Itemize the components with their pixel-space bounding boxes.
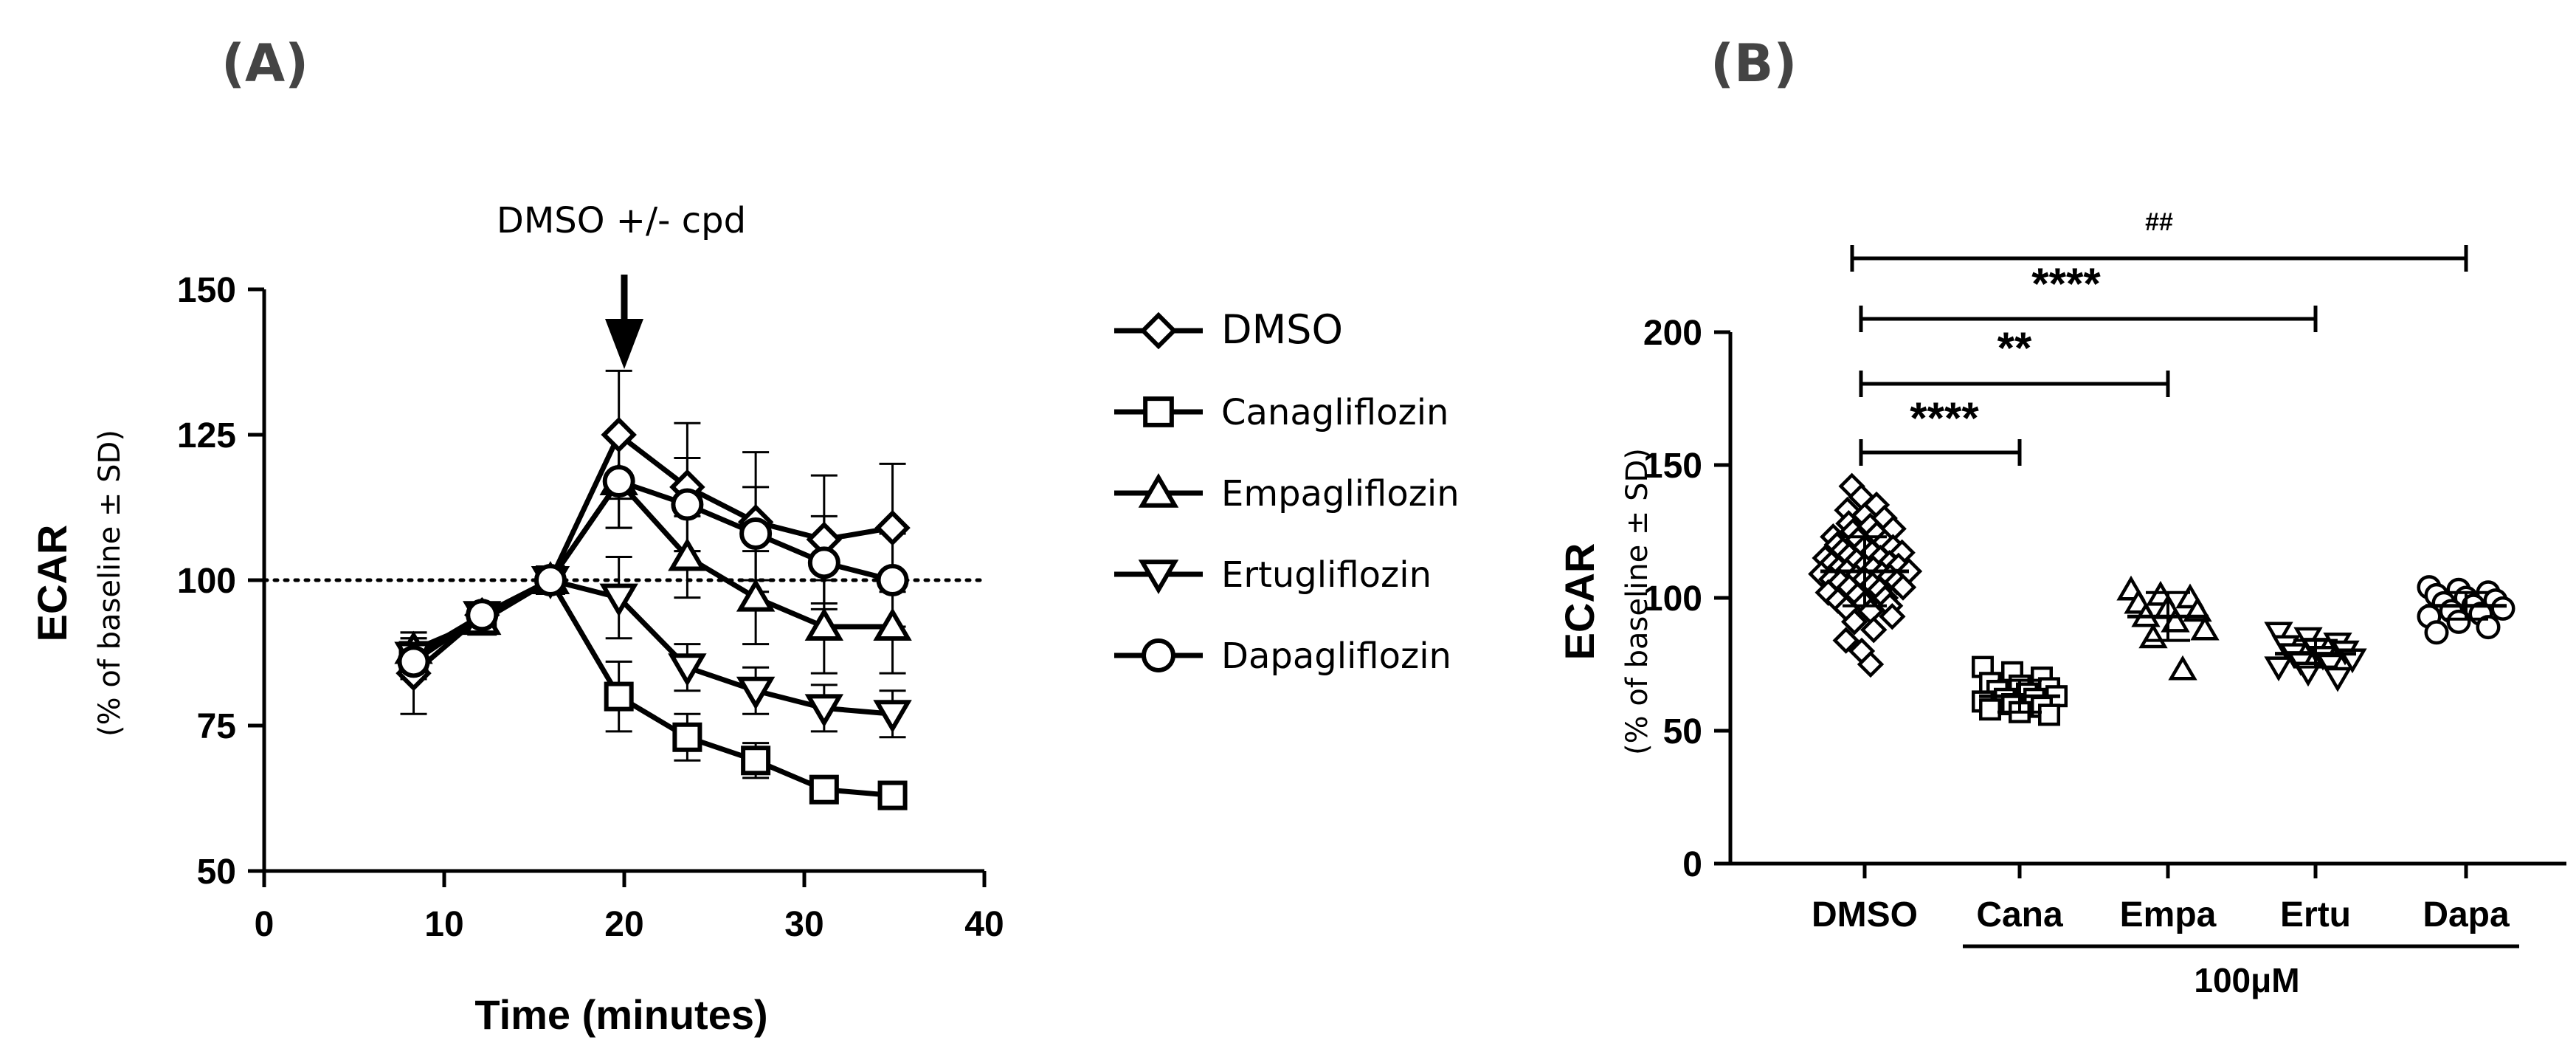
panel-a-data-point [736, 578, 776, 612]
panel-a-x-tick-label: 0 [255, 905, 274, 944]
panel-b-data-point [2264, 656, 2293, 682]
panel-a-data-point [599, 583, 638, 617]
panel-b-data-point [1889, 574, 1917, 601]
panel-a-annotation: DMSO +/- cpd [497, 200, 746, 241]
panel-a-data-point [672, 722, 702, 752]
legend-marker [1143, 396, 1174, 427]
panel-b-data-point [2190, 615, 2220, 641]
panel-a-data-point [739, 517, 773, 550]
panel-b-data-point [1979, 698, 2001, 721]
panel-b-significance-label: ** [1997, 323, 2032, 373]
panel-b-significance: ##********** [1850, 208, 2468, 466]
panel-a-axes: 0 10 20 30 40 50 75 100 125 150 [177, 271, 1004, 944]
legend-label: Dapagliflozin [1221, 636, 1451, 677]
panel-a-data-point [668, 653, 707, 687]
panel-b-y-tick-label: 0 [1682, 845, 1702, 884]
panel-a-data-point [601, 416, 637, 453]
panel-a-label: (A) [221, 33, 308, 94]
panel-a-data-point [466, 599, 499, 632]
panel-b-x-tick-label: Ertu [2280, 895, 2351, 934]
legend: DMSO Canagliflozin Empagliflozin Ertugliflo… [1114, 306, 1460, 677]
panel-a-data-point [873, 607, 912, 641]
panel-b-data-point [1860, 616, 1888, 644]
panel-b-y-tick-label: 200 [1643, 314, 1702, 353]
panel-a-data-point [533, 564, 567, 596]
panel-a-data-point [874, 509, 911, 546]
legend-label: Canagliflozin [1221, 392, 1448, 433]
panel-b-group-label: 100μM [2194, 961, 2299, 999]
panel-a-data-point [741, 746, 771, 776]
legend-marker [1138, 560, 1179, 594]
panel-a-data-point [804, 607, 844, 641]
panel-b-data-point [1879, 603, 1906, 630]
legend-marker [1139, 311, 1178, 350]
panel-a-data-point [807, 546, 840, 579]
panel-a-data-point [877, 780, 908, 810]
panel-b-y-tick-label: 100 [1643, 579, 1702, 619]
panel-a-data-point [602, 465, 635, 498]
panel-b-y-tick-label: 150 [1643, 447, 1702, 486]
panel-a-y-axis-subtitle: (% of baseline ± SD) [93, 430, 127, 737]
panel-a-data-point [873, 700, 912, 734]
panel-a-y-tick-label: 100 [177, 562, 236, 601]
panel-b-y-tick-label: 50 [1663, 712, 1702, 751]
panel-a-x-tick-label: 20 [604, 905, 643, 944]
panel-b-data-point [2446, 609, 2471, 634]
panel-a-data-point [668, 537, 707, 571]
panel-b-x-tick-label: Empa [2120, 895, 2217, 934]
panel-b-label: (B) [1710, 33, 1797, 94]
panel-b-data-point [1832, 627, 1860, 654]
panel-b-x-tick-label: Cana [1976, 895, 2063, 934]
panel-a-y-tick-label: 150 [177, 271, 236, 310]
panel-b-x-tick-label: DMSO [1812, 895, 1918, 934]
panel-a-data-point [736, 676, 776, 710]
panel-b-data-point [2138, 623, 2168, 649]
panel-a-plot-area [262, 275, 987, 810]
panel-b-data-point [2168, 655, 2197, 681]
panel-b-data-point [2323, 667, 2352, 692]
panel-b-data-point [2424, 620, 2449, 645]
legend-marker [1142, 638, 1175, 672]
panel-b-data-point [1840, 608, 1868, 636]
panel-a-y-tick-label: 75 [197, 707, 236, 746]
legend-label: DMSO [1221, 306, 1343, 353]
panel-a-arrow-head [605, 319, 643, 369]
panel-b-data-point [2490, 596, 2515, 621]
panel-a-data-point [671, 488, 704, 521]
panel-a-x-tick-label: 10 [424, 905, 463, 944]
panel-b-data-point [2161, 607, 2190, 633]
panel-a-x-tick-label: 30 [784, 905, 823, 944]
panel-a-y-tick-label: 50 [197, 853, 236, 892]
panel-a-y-axis-title: ECAR [29, 525, 75, 642]
legend-marker [1138, 473, 1179, 508]
panel-b-y-axis-subtitle: (% of baseline ± SD) [1620, 448, 1654, 755]
panel-a-data-point [876, 564, 909, 596]
panel-a-y-tick-label: 125 [177, 416, 236, 455]
panel-b: (B) 0 50 100 150 200 DMSO Cana Empa Ertu Dapa ## *… [1556, 33, 2566, 999]
panel-a-x-tick-label: 40 [964, 905, 1004, 944]
panel-a-x-axis-title: Time (minutes) [474, 991, 767, 1038]
panel-b-significance-label: ## [2145, 208, 2173, 236]
panel-b-axes: 0 50 100 150 200 DMSO Cana Empa Ertu Dapa [1643, 314, 2566, 948]
panel-b-plot-area [1808, 472, 2515, 726]
panel-b-x-tick-label: Dapa [2423, 895, 2510, 934]
legend-label: Empagliflozin [1221, 473, 1460, 514]
panel-b-significance-label: **** [2031, 259, 2101, 309]
panel-b-data-point [2476, 615, 2501, 640]
panel-a-data-point [397, 645, 430, 678]
panel-b-data-point [1857, 650, 1885, 678]
panel-a-data-point [604, 681, 634, 712]
panel-a-data-point [804, 694, 844, 728]
panel-b-significance-label: **** [1910, 393, 1979, 443]
panel-a-data-point [809, 774, 839, 805]
panel-b-data-point [2264, 622, 2293, 647]
panel-b-y-axis-title: ECAR [1556, 543, 1603, 661]
panel-b-data-point [2038, 703, 2060, 726]
legend-label: Ertugliflozin [1221, 554, 1432, 596]
